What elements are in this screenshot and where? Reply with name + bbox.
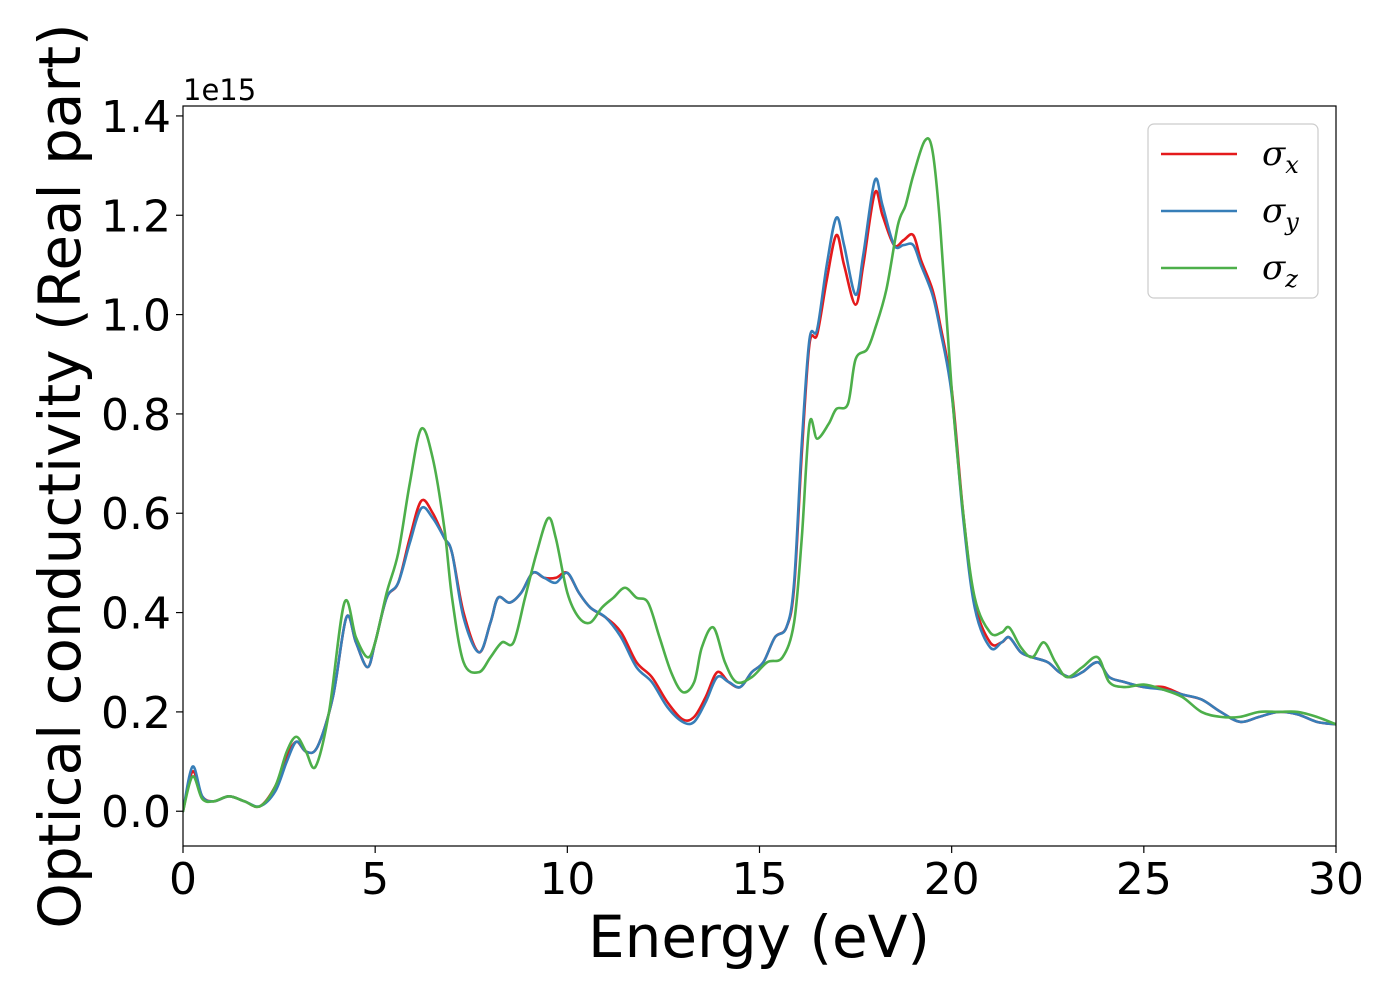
x-axis: 0 5 10 15 20 25 30 xyxy=(169,846,1364,905)
y-tick-label: 0.8 xyxy=(101,390,171,441)
x-axis-title: Energy (eV) xyxy=(588,903,930,971)
legend-label-sigma-y: σy xyxy=(1262,191,1299,236)
x-tick-label: 25 xyxy=(1116,854,1172,905)
x-tick-label: 10 xyxy=(539,854,595,905)
y-tick-label: 0.2 xyxy=(101,688,171,739)
y-tick-label: 1.0 xyxy=(101,291,171,342)
legend-label-sigma-z: σz xyxy=(1262,248,1298,293)
y-axis-title: Optical conductivity (Real part) xyxy=(26,23,94,928)
x-tick-label: 20 xyxy=(924,854,980,905)
x-tick-label: 5 xyxy=(361,854,389,905)
x-tick-label: 15 xyxy=(732,854,788,905)
y-tick-label: 0.6 xyxy=(101,489,171,540)
y-offset-label: 1e15 xyxy=(183,73,256,107)
legend: σx σy σz xyxy=(1147,123,1319,299)
legend-label-sigma-x: σx xyxy=(1262,134,1299,179)
x-tick-label: 30 xyxy=(1308,854,1364,905)
series-line-sigma-z xyxy=(183,137,1336,813)
y-tick-label: 1.4 xyxy=(101,92,171,143)
x-tick-label: 0 xyxy=(169,854,197,905)
y-tick-label: 1.2 xyxy=(101,191,171,242)
series-layer xyxy=(183,137,1336,813)
y-tick-label: 0.4 xyxy=(101,589,171,640)
y-tick-label: 0.0 xyxy=(101,787,171,838)
y-axis: 0.0 0.2 0.4 0.6 0.8 1.0 1.2 1.4 xyxy=(101,92,183,838)
